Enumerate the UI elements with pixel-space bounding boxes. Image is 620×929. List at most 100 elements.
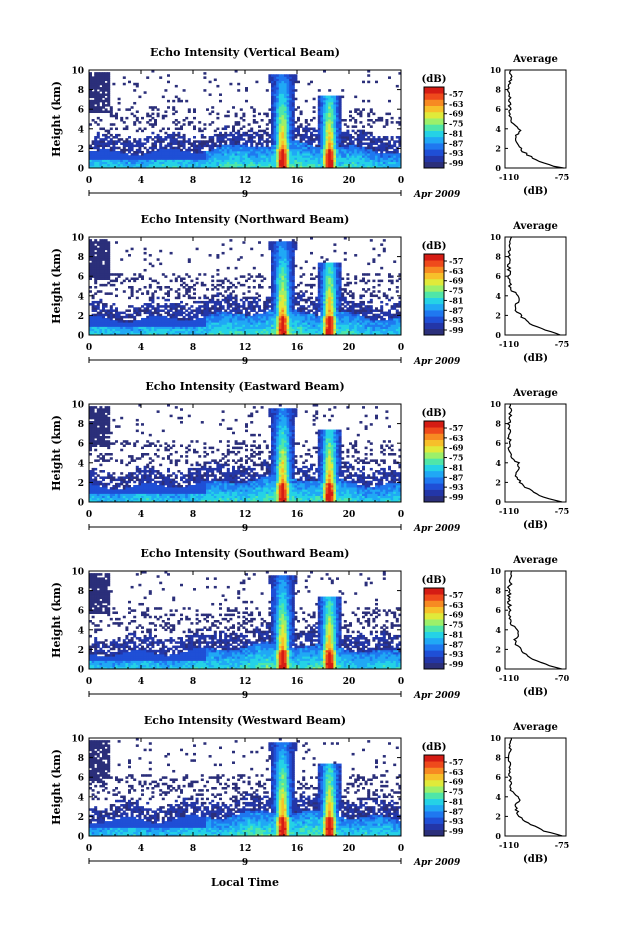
heatmap-cell	[341, 146, 345, 150]
heatmap-cell	[349, 305, 352, 308]
heatmap-cell	[182, 315, 186, 319]
heatmap-cell	[104, 144, 108, 148]
heatmap-cell	[273, 110, 277, 114]
heatmap-cell	[281, 97, 285, 101]
heatmap-cell	[130, 313, 134, 317]
heatmap-cell	[263, 112, 267, 116]
heatmap-cell	[156, 258, 160, 261]
heatmap-cell	[234, 114, 238, 118]
heatmap-cell	[94, 82, 98, 86]
heatmap-cell	[156, 324, 160, 327]
heatmap-cell	[221, 150, 225, 154]
heatmap-cell	[187, 313, 191, 317]
heatmap-cell	[94, 108, 98, 111]
heatmap-cell	[94, 258, 98, 261]
heatmap-cell	[258, 155, 261, 158]
heatmap-cell	[117, 108, 121, 111]
heatmap-cell	[219, 300, 222, 304]
heatmap-cell	[193, 313, 196, 317]
heatmap-cell	[213, 322, 217, 325]
heatmap-cell	[232, 332, 235, 336]
heatmap-cell	[304, 153, 308, 156]
heatmap-cell	[278, 266, 282, 270]
heatmap-cell	[213, 78, 217, 82]
heatmap-cell	[239, 298, 243, 302]
heatmap-cell	[138, 148, 142, 152]
heatmap-cell	[336, 95, 339, 99]
heatmap-cell	[203, 273, 207, 276]
heatmap-cell	[219, 305, 222, 308]
heatmap-cell	[216, 300, 220, 304]
heatmap-cell	[252, 320, 256, 323]
heatmap-cell	[148, 136, 152, 139]
heatmap-cell	[203, 311, 207, 315]
heatmap-cell	[91, 245, 95, 249]
heatmap-cell	[252, 163, 256, 167]
heatmap-cell	[143, 317, 147, 321]
heatmap-cell	[294, 163, 298, 167]
heatmap-cell	[174, 277, 178, 281]
heatmap-cell	[99, 163, 103, 167]
heatmap-cell	[328, 148, 332, 152]
heatmap-cell	[208, 150, 212, 154]
heatmap-cell	[221, 281, 225, 285]
heatmap-cell	[294, 243, 298, 246]
heatmap-cell	[276, 163, 280, 167]
heatmap-cell	[164, 153, 168, 156]
heatmap-cell	[323, 106, 326, 109]
heatmap-cell	[154, 161, 157, 165]
heatmap-cell	[273, 309, 277, 312]
heatmap-cell	[260, 150, 264, 154]
heatmap-cell	[169, 150, 173, 154]
heatmap-cell	[138, 165, 142, 169]
heatmap-cell	[104, 155, 108, 158]
heatmap-cell	[278, 129, 282, 133]
heatmap-cell	[159, 330, 163, 334]
heatmap-cell	[299, 153, 303, 156]
heatmap-cell	[291, 125, 295, 128]
heatmap-cell	[177, 99, 181, 103]
heatmap-cell	[172, 317, 176, 321]
heatmap-cell	[89, 258, 92, 261]
x-tick-label: 12	[239, 176, 252, 186]
heatmap-cell	[229, 146, 233, 150]
heatmap-cell	[247, 146, 251, 150]
heatmap-cell	[338, 138, 342, 141]
heatmap-cell	[297, 125, 300, 128]
heatmap-cell	[154, 165, 157, 169]
heatmap-cell	[388, 153, 391, 156]
average-frame	[504, 69, 567, 169]
heatmap-cell	[226, 300, 230, 304]
heatmap-cell	[125, 140, 129, 143]
heatmap-cell	[310, 303, 313, 306]
heatmap-cell	[104, 326, 108, 330]
heatmap-cell	[377, 140, 381, 143]
heatmap-cell	[278, 136, 282, 139]
heatmap-cell	[304, 155, 308, 158]
heatmap-cell	[109, 283, 113, 287]
heatmap-cell	[135, 165, 139, 169]
heatmap-cell	[291, 277, 295, 281]
heatmap-cell	[200, 133, 204, 137]
heatmap-cell	[91, 91, 95, 94]
heatmap-cell	[102, 127, 105, 131]
heatmap-cell	[138, 322, 142, 325]
heatmap-cell	[96, 131, 100, 135]
heatmap-cell	[362, 165, 365, 169]
heatmap-cell	[130, 330, 134, 334]
heatmap-cell	[128, 108, 131, 111]
heatmap-cell	[356, 155, 360, 158]
heatmap-cell	[221, 320, 225, 323]
colorbar-swatch	[424, 149, 444, 156]
heatmap-cell	[263, 163, 267, 167]
heatmap-cell	[388, 144, 391, 148]
heatmap-cell	[219, 292, 222, 295]
heatmap-cell	[96, 104, 100, 107]
heatmap-cell	[185, 330, 189, 334]
heatmap-cell	[302, 165, 306, 169]
heatmap-cell	[281, 142, 285, 145]
heatmap-cell	[96, 101, 100, 105]
heatmap-cell	[216, 268, 220, 272]
heatmap-cell	[297, 80, 300, 84]
heatmap-cell	[284, 114, 287, 118]
